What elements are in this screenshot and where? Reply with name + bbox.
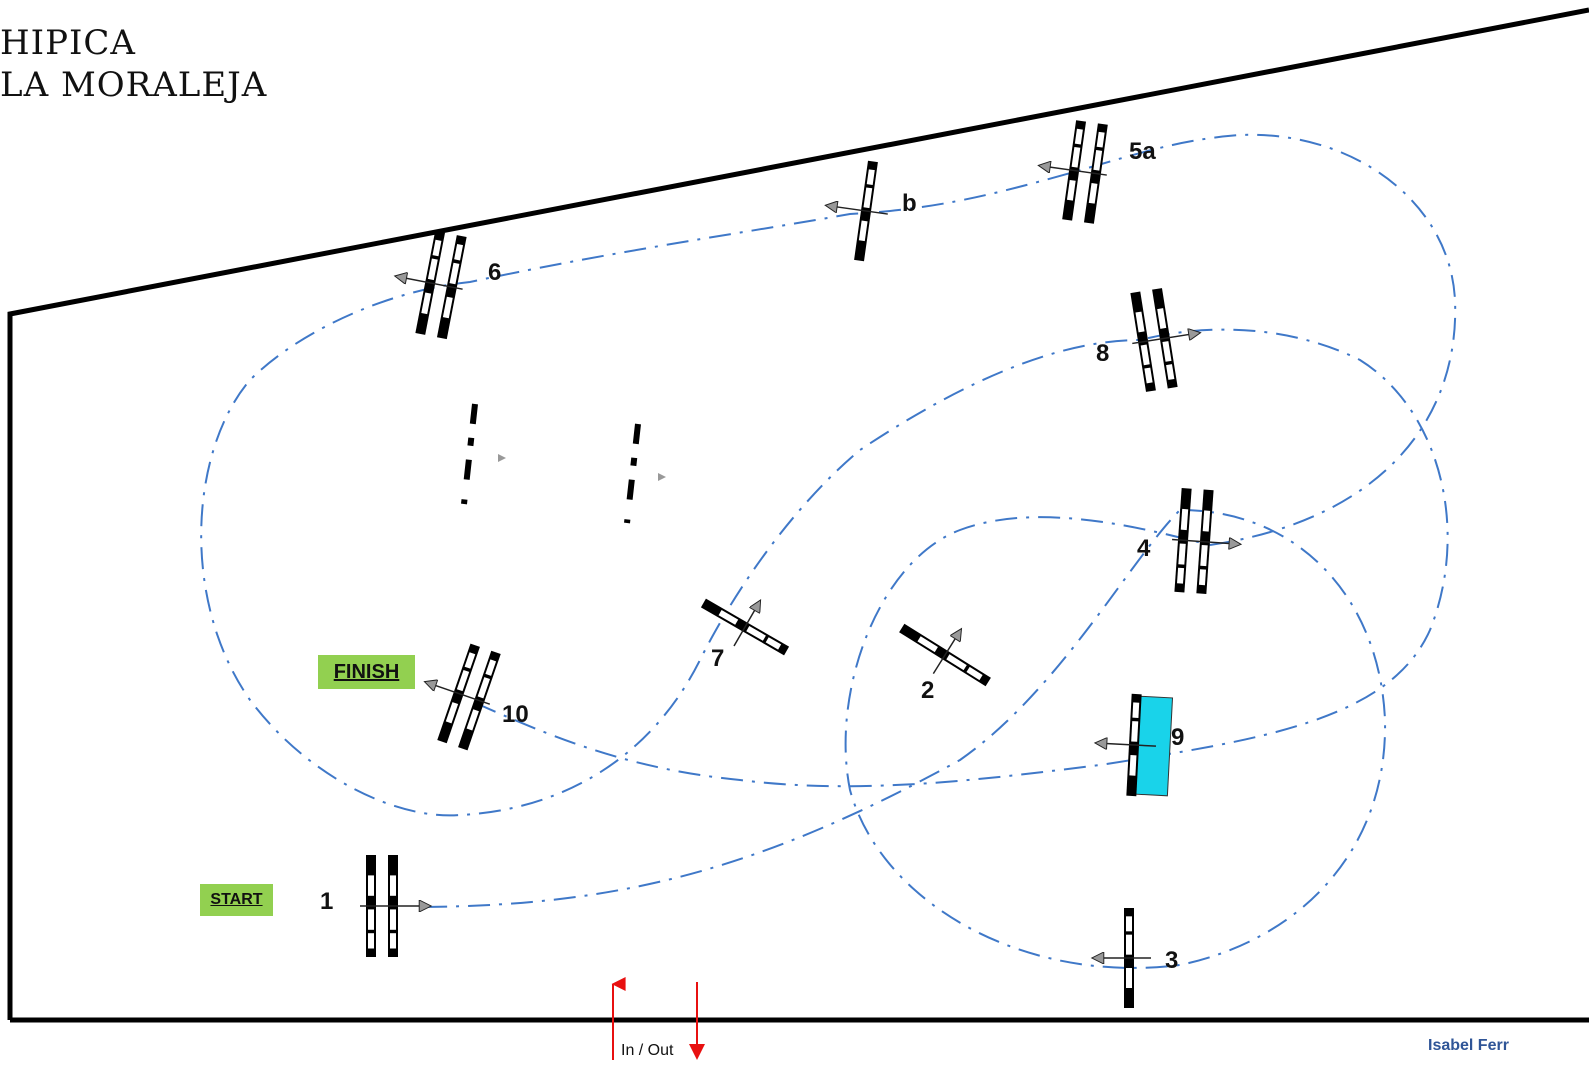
fence-7: [700, 598, 790, 656]
fence-10: [409, 643, 501, 751]
fence-3: [1093, 908, 1151, 1008]
obstacle-label-4: 4: [1137, 535, 1151, 562]
course-route: [200, 133, 1457, 969]
obstacles: [360, 120, 1244, 1008]
in-out-arrows: [611, 977, 705, 1060]
fence-6: [386, 230, 467, 340]
obstacle-label-8: 8: [1096, 340, 1109, 367]
club-logo: HIPICA LA MORALEJA: [0, 22, 267, 106]
obstacle-label-6: 6: [488, 259, 501, 286]
logo-line-1: HIPICA: [0, 23, 136, 63]
obstacle-label-5a: 5a: [1129, 138, 1156, 165]
obstacle-label-3: 3: [1165, 947, 1178, 974]
fence-2: [899, 623, 991, 687]
obstacle-label-1: 1: [320, 888, 333, 915]
ground-pole-marker-2: [624, 423, 666, 524]
start-label: START: [200, 884, 273, 916]
finish-label: FINISH: [318, 655, 415, 689]
fence-8: [1130, 288, 1207, 392]
obstacle-label-7: 7: [711, 645, 724, 672]
designer-credit: Isabel Ferr: [1428, 1037, 1509, 1054]
fence-5a: [1032, 120, 1108, 224]
logo-line-2: LA MORALEJA: [0, 65, 268, 105]
obstacle-label-10: 10: [502, 701, 529, 728]
obstacle-label-b: b: [902, 190, 917, 217]
fence-1: [360, 855, 430, 957]
fence-9: [1093, 693, 1174, 797]
obstacle-label-2: 2: [921, 677, 934, 704]
ground-pole-marker-1: [461, 403, 506, 505]
fence-b: [819, 160, 888, 262]
obstacle-label-9: 9: [1171, 724, 1184, 751]
fence-4: [1172, 488, 1243, 594]
obstacle-labels: 1 2 3 4 5a b 6 7 8 9 10: [320, 138, 1184, 974]
in-out-label: In / Out: [621, 1042, 674, 1059]
arena-boundary: [7, 7, 1589, 1023]
